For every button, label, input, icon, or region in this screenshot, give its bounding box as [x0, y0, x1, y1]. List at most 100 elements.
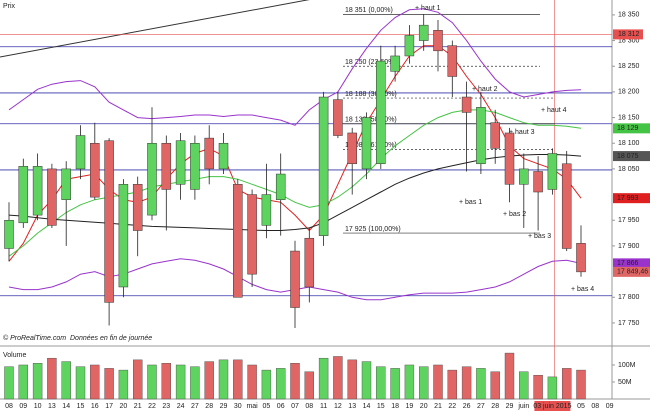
- indicator-line: [8, 109, 582, 257]
- volume-bar: [161, 363, 172, 400]
- x-tick-label: 15: [377, 403, 385, 410]
- x-tick-label: 13: [348, 403, 356, 410]
- candle-body: [32, 166, 43, 216]
- volume-bar: [132, 359, 143, 400]
- candle-body: [75, 135, 86, 170]
- volume-bar: [290, 363, 300, 400]
- x-tick-label: 09: [606, 403, 614, 410]
- volume-bar: [190, 366, 200, 400]
- candle-body: [576, 243, 586, 273]
- crosshair-x-box: [534, 401, 571, 411]
- candle-body: [519, 168, 529, 185]
- volume-bar: [547, 376, 558, 400]
- volume-bar: [147, 364, 157, 400]
- x-tick-label: 14: [363, 403, 371, 410]
- annotation: + bas 4: [571, 286, 594, 293]
- volume-bar: [75, 366, 86, 400]
- x-tick-label: 03 juin 2015: [533, 403, 571, 410]
- candle-body: [390, 55, 400, 72]
- annotation: + haut 3: [509, 129, 535, 136]
- price-marker-label: 17 993: [617, 195, 639, 202]
- x-tick-label: 29: [506, 403, 514, 410]
- indicator-line: [8, 45, 582, 262]
- candle-body: [47, 168, 57, 226]
- y-tick-label: 17 750: [618, 320, 640, 327]
- candle-body: [190, 142, 200, 190]
- x-tick-label: 21: [134, 403, 142, 410]
- y-tick-label: 17 800: [618, 294, 640, 301]
- volume-bar: [276, 368, 286, 400]
- candle-body: [476, 107, 486, 165]
- volume-bar: [433, 364, 443, 400]
- x-tick-label: 28: [205, 403, 213, 410]
- volume-title: Volume: [3, 352, 26, 359]
- annotation: + bas 1: [459, 199, 482, 206]
- x-tick-label: 16: [91, 403, 99, 410]
- y-tick-label: 18 200: [618, 89, 640, 96]
- x-tick-label: 08: [591, 403, 599, 410]
- volume-bar: [47, 357, 57, 400]
- volume-bar: [390, 368, 400, 400]
- candle-body: [104, 140, 114, 303]
- annotation: + haut 2: [472, 86, 498, 93]
- x-tick-label: 24: [177, 403, 185, 410]
- crosshair-marker: [613, 29, 643, 40]
- volume-tick-label: 50M: [618, 379, 632, 386]
- volume-bar: [476, 368, 486, 400]
- indicator-line: [8, 8, 582, 126]
- trendline: [0, 0, 310, 58]
- candle-body: [132, 184, 143, 231]
- volume-bar: [376, 366, 386, 400]
- candle-body: [347, 132, 357, 165]
- fib-label: 18 188 (38,20%): [345, 91, 397, 98]
- volume-bar: [233, 359, 243, 400]
- volume-bar: [404, 364, 415, 400]
- y-tick-label: 18 150: [618, 114, 640, 121]
- x-tick-label: 23: [162, 403, 170, 410]
- annotation: + bas 3: [528, 233, 551, 240]
- volume-bar: [4, 366, 14, 400]
- volume-bar: [419, 366, 429, 400]
- volume-bar: [576, 369, 586, 400]
- x-tick-label: 06: [277, 403, 285, 410]
- candle-body: [275, 173, 286, 200]
- candle-body: [533, 171, 543, 193]
- price-marker-label: 18 129: [617, 125, 639, 132]
- candle-body: [147, 142, 157, 216]
- volume-bar: [32, 363, 43, 400]
- candle-body: [504, 132, 515, 185]
- volume-tick-label: 100M: [618, 362, 636, 369]
- volume-bar: [204, 361, 214, 400]
- note: Données en fin de journée: [70, 335, 152, 342]
- annotation: + haut 4: [541, 107, 567, 114]
- candle-body: [218, 142, 229, 170]
- annotation: + bas 2: [503, 211, 526, 218]
- x-tick-label: 28: [491, 403, 499, 410]
- candle-body: [461, 96, 472, 113]
- y-tick-label: 18 050: [618, 166, 640, 173]
- candle-body: [433, 30, 443, 52]
- candle-body: [333, 99, 343, 136]
- fib-label: 18 250 (23,60%): [345, 59, 397, 66]
- candle-body: [290, 250, 300, 308]
- candle-body: [61, 168, 71, 200]
- volume-bar: [533, 374, 543, 400]
- candle-body: [318, 96, 329, 236]
- volume-bar: [247, 364, 257, 400]
- x-tick-label: 19: [406, 403, 414, 410]
- volume-bar: [447, 369, 457, 400]
- volume-bar: [361, 361, 372, 400]
- volume-bar: [90, 364, 100, 400]
- candle-body: [161, 142, 172, 190]
- x-tick-label: mai: [246, 403, 258, 410]
- volume-bar: [118, 369, 129, 400]
- x-tick-label: 22: [448, 403, 456, 410]
- price-marker-label: 17 866: [617, 260, 639, 267]
- fib-label: 17 925 (100,00%): [345, 226, 401, 233]
- annotation: + haut 1: [415, 5, 441, 12]
- x-tick-label: 27: [477, 403, 485, 410]
- price-marker: [613, 193, 650, 204]
- x-tick-label: 27: [191, 403, 199, 410]
- x-tick-label: 12: [334, 403, 342, 410]
- x-tick-label: 20: [420, 403, 428, 410]
